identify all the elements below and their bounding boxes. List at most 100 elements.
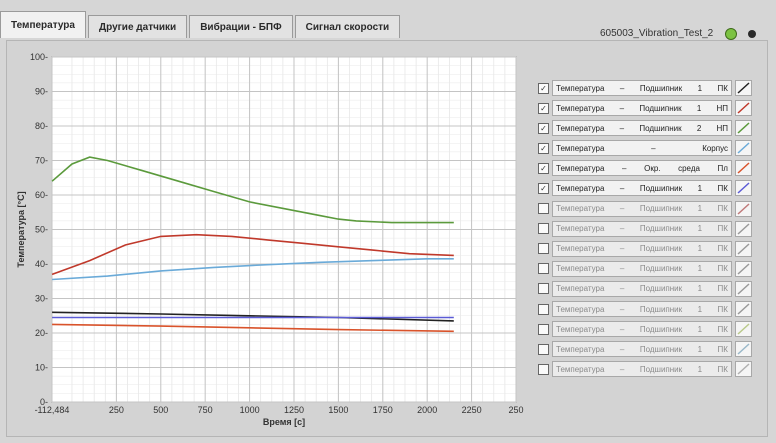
legend-checkbox[interactable]: ✓: [538, 182, 549, 194]
legend-label-part: ПК: [717, 244, 728, 254]
y-tick-label: 40-: [35, 259, 48, 269]
series-line-2: [52, 258, 454, 281]
legend-swatch-icon[interactable]: [735, 240, 752, 257]
legend-label-part: –: [619, 244, 625, 254]
legend-label-part: –: [651, 143, 656, 153]
legend-label-part: Температура: [556, 103, 605, 113]
legend-checkbox[interactable]: [538, 283, 549, 295]
legend-label[interactable]: Температура – Подшипник 1 ПК: [552, 220, 732, 237]
legend-checkbox[interactable]: [538, 263, 549, 275]
legend-swatch-icon[interactable]: [735, 180, 752, 197]
legend-checkbox[interactable]: ✓: [538, 82, 549, 94]
legend-label-part: НП: [716, 123, 728, 133]
legend-item: Температура – Подшипник 1 ПК: [538, 240, 770, 258]
legend-label-part: Температура: [556, 204, 605, 214]
legend-swatch-icon[interactable]: [735, 220, 752, 237]
legend-label-part: Температура: [556, 123, 605, 133]
legend-label[interactable]: Температура – Корпус: [552, 140, 732, 157]
y-axis-title: Температура [°C]: [16, 191, 26, 267]
legend-label[interactable]: Температура – Подшипник 2 НП: [552, 120, 732, 137]
legend-checkbox[interactable]: [538, 343, 549, 355]
legend-label[interactable]: Температура – Подшипник 1 ПК: [552, 80, 732, 96]
legend-list: ✓ Температура – Подшипник 1 ПК ✓ Температура – По…: [538, 79, 770, 380]
legend-label[interactable]: Температура – Подшипник 1 ПК: [552, 361, 732, 378]
legend-checkbox[interactable]: [538, 223, 549, 235]
legend-swatch-icon[interactable]: [735, 140, 752, 157]
tab-vibration-fft[interactable]: Вибрации - БПФ: [189, 15, 293, 38]
legend-label-part: –: [619, 83, 625, 93]
legend-swatch-icon[interactable]: [735, 301, 752, 318]
y-tick-label: 80-: [35, 121, 48, 131]
legend-checkbox[interactable]: [538, 363, 549, 375]
legend-swatch-icon[interactable]: [735, 160, 752, 177]
legend-label-part: ПК: [717, 224, 728, 234]
legend-label-part: –: [619, 204, 625, 214]
legend-checkbox[interactable]: ✓: [538, 102, 549, 114]
legend-label-part: Подшипник: [639, 123, 682, 133]
legend-label-part: Температура: [556, 83, 605, 93]
x-axis-title: Время [с]: [263, 417, 305, 427]
legend-label[interactable]: Температура – Подшипник 1 ПК: [552, 200, 732, 217]
y-tick-label: 10-: [35, 363, 48, 373]
legend-item: Температура – Подшипник 1 ПК: [538, 300, 770, 318]
legend-checkbox[interactable]: [538, 303, 549, 315]
legend-swatch-icon[interactable]: [735, 321, 752, 338]
legend-label-part: Подшипник: [639, 244, 683, 254]
legend-swatch-icon[interactable]: [735, 80, 752, 96]
x-tick-label: 250: [109, 405, 124, 415]
y-tick-label: 20-: [35, 328, 48, 338]
legend-label-part: Температура: [556, 284, 605, 294]
legend-checkbox[interactable]: [538, 243, 549, 255]
legend-label-part: среда: [678, 163, 700, 173]
legend-label-part: –: [619, 364, 625, 374]
tab-bar: Температура Другие датчики Вибрации - БП…: [0, 11, 560, 38]
legend-label-part: 1: [697, 264, 703, 274]
temperature-chart[interactable]: -112,484 250 500 750 1000 1250 1500 1750 2000 225…: [0, 40, 540, 440]
status-led-icon: [725, 28, 737, 40]
legend-label-part: ПК: [717, 324, 728, 334]
legend-label[interactable]: Температура – Окр. среда Пл: [552, 160, 732, 177]
legend-label[interactable]: Температура – Подшипник 1 ПК: [552, 321, 732, 338]
y-tick-label: 90-: [35, 87, 48, 97]
legend-checkbox[interactable]: ✓: [538, 162, 549, 174]
legend-swatch-icon[interactable]: [735, 120, 752, 137]
legend-label-part: Температура: [556, 324, 605, 334]
status-indicator-icon: [748, 30, 756, 38]
y-tick-label: 100-: [30, 52, 48, 62]
legend-label-part: ПК: [717, 83, 728, 93]
legend-swatch-icon[interactable]: [735, 341, 752, 358]
tab-temperature[interactable]: Температура: [0, 11, 86, 38]
legend-label-part: ПК: [717, 344, 728, 354]
legend-label-part: –: [619, 103, 625, 113]
legend-label-part: Температура: [556, 344, 605, 354]
legend-label[interactable]: Температура – Подшипник 1 ПК: [552, 280, 732, 297]
legend-swatch-icon[interactable]: [735, 361, 752, 378]
legend-swatch-icon[interactable]: [735, 280, 752, 297]
legend-label[interactable]: Температура – Подшипник 1 ПК: [552, 180, 732, 197]
legend-label[interactable]: Температура – Подшипник 1 ПК: [552, 341, 732, 358]
legend-label-part: 1: [697, 364, 703, 374]
legend-label[interactable]: Температура – Подшипник 1 ПК: [552, 240, 732, 257]
legend-label[interactable]: Температура – Подшипник 1 НП: [552, 100, 732, 117]
x-tick-label: 2250: [462, 405, 482, 415]
legend-checkbox[interactable]: ✓: [538, 142, 549, 154]
series-line-3: [52, 311, 454, 322]
legend-label-part: 1: [697, 83, 703, 93]
x-tick-label: 1750: [373, 405, 393, 415]
legend-label-part: Подшипник: [639, 304, 683, 314]
y-tick-label: 70-: [35, 156, 48, 166]
legend-checkbox[interactable]: [538, 203, 549, 215]
legend-label-part: –: [619, 123, 625, 133]
legend-label-part: 1: [697, 204, 703, 214]
legend-swatch-icon[interactable]: [735, 260, 752, 277]
legend-checkbox[interactable]: [538, 323, 549, 335]
legend-item: ✓ Температура – Подшипник 2 НП: [538, 119, 770, 137]
tab-speed-signal[interactable]: Сигнал скорости: [294, 15, 401, 38]
legend-swatch-icon[interactable]: [735, 200, 752, 217]
tab-other-sensors[interactable]: Другие датчики: [87, 15, 188, 38]
legend-swatch-icon[interactable]: [735, 100, 752, 117]
legend-label[interactable]: Температура – Подшипник 1 ПК: [552, 301, 732, 318]
legend-checkbox[interactable]: ✓: [538, 122, 549, 134]
legend-label[interactable]: Температура – Подшипник 1 ПК: [552, 260, 732, 277]
